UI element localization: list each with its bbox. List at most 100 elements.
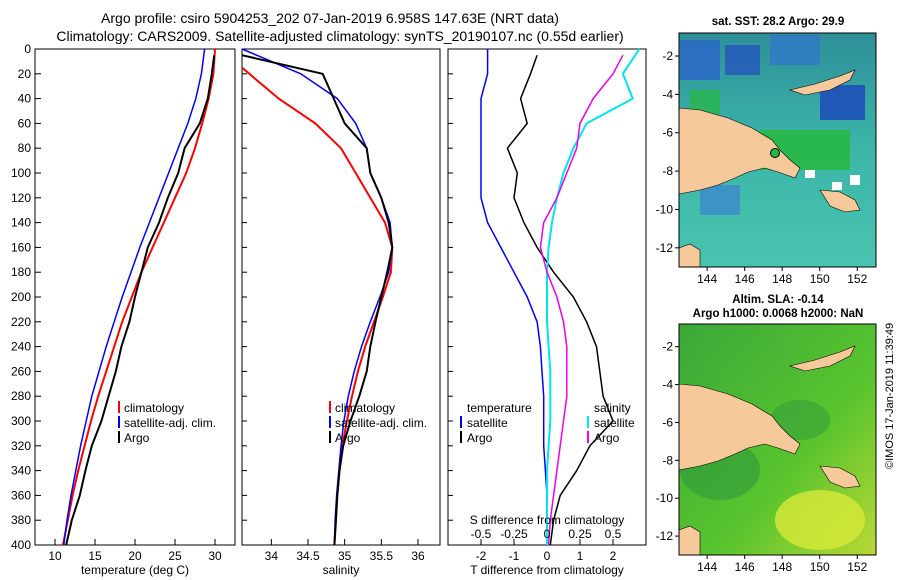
map-y-tick-label: -6 — [662, 126, 673, 140]
chart-title-line-1: Argo profile: csiro 5904253_202 07-Jan-2… — [101, 10, 559, 26]
x-tick-label: 2 — [610, 549, 617, 563]
series-satellite-line — [63, 48, 206, 546]
new-guinea-land — [678, 383, 801, 471]
depth-tick-label: 20 — [18, 67, 32, 81]
map-x-tick-label: 144 — [697, 560, 717, 574]
series-satellite-line — [241, 48, 394, 546]
map-y-tick-label: -12 — [656, 241, 674, 255]
map-axes: 144 146 148 150 152 -2 -4 -6 -8 -10 -12 144 146 148 15… — [656, 49, 868, 574]
depth-tick-label: 360 — [11, 488, 31, 502]
sst-patch — [725, 45, 760, 75]
legend-salinity-title: salinity — [594, 401, 631, 415]
depth-tick-label: 280 — [11, 389, 31, 403]
legend-argo: Argo — [124, 431, 150, 445]
map-y-tick-label: -10 — [656, 202, 674, 216]
s-diff-tick-label: -0.25 — [500, 527, 528, 541]
series-argo-line — [241, 54, 394, 546]
temperature-xlabel: temperature (deg C) — [81, 563, 189, 577]
legend-satellite: satellite-adj. clim. — [335, 416, 427, 430]
sla-map-subtitle: Argo h1000: 0.0068 h2000: NaN — [693, 308, 864, 320]
series-t-argo-line — [506, 54, 614, 546]
legend-temperature-title: temperature — [467, 401, 532, 415]
map-x-tick-label: 150 — [810, 560, 830, 574]
map-y-tick-label: -4 — [662, 87, 673, 101]
difference-legend: temperature satellite Argo salinity sate… — [460, 401, 635, 445]
new-britain-land — [788, 69, 856, 96]
chart-title-line-2: Climatology: CARS2009. Satellite-adjuste… — [56, 28, 623, 44]
series-s-argo-line — [539, 54, 624, 546]
x-tick-label: 15 — [88, 549, 102, 563]
x-tick-label: 36 — [411, 549, 425, 563]
salinity-plot-frame — [241, 48, 441, 546]
credit-text: ©IMOS 17-Jan-2019 11:39:49 — [884, 323, 896, 469]
depth-tick-label: 400 — [11, 538, 31, 552]
map-x-tick-label: 152 — [847, 560, 867, 574]
legend-argo: Argo — [335, 431, 361, 445]
s-diff-tick-label: 0 — [544, 527, 551, 541]
sla-low-area — [770, 400, 830, 440]
x-tick-label: 0 — [544, 549, 551, 563]
difference-top-xlabel: S difference from climatology — [470, 513, 625, 527]
legend-satellite: satellite-adj. clim. — [124, 416, 216, 430]
temperature-plot: 10 15 20 25 30 — [48, 48, 222, 563]
sst-map-frame — [678, 32, 877, 268]
sst-map-title: sat. SST: 28.2 Argo: 29.9 — [712, 16, 845, 28]
depth-tick-label: 220 — [11, 315, 31, 329]
island-land — [819, 465, 861, 489]
x-tick-label: 20 — [128, 549, 142, 563]
s-diff-tick-label: 0.25 — [568, 527, 592, 541]
sst-missing — [805, 170, 815, 178]
map-x-tick-label: 148 — [772, 560, 792, 574]
sla-map — [678, 323, 877, 556]
depth-tick-label: 160 — [11, 240, 31, 254]
x-tick-label: 10 — [48, 549, 62, 563]
map-x-tick-label: 150 — [810, 272, 830, 286]
argo-position-marker — [770, 148, 780, 158]
sst-patch — [770, 35, 820, 65]
x-tick-label: -1 — [509, 549, 520, 563]
sst-missing — [850, 175, 860, 185]
legend-s-satellite: satellite — [594, 416, 635, 430]
map-y-tick-label: -8 — [662, 164, 673, 178]
temperature-legend: climatology satellite-adj. clim. Argo — [118, 401, 216, 445]
x-tick-label: 34.5 — [296, 549, 320, 563]
salinity-plot: 34 34.5 35 35.5 36 — [241, 48, 425, 563]
map-y-tick-label: -12 — [656, 529, 674, 543]
legend-s-argo: Argo — [594, 431, 620, 445]
legend-climatology: climatology — [335, 401, 395, 415]
legend-climatology: climatology — [124, 401, 184, 415]
salinity-legend: climatology satellite-adj. clim. Argo — [329, 401, 427, 445]
map-y-tick-label: -6 — [662, 415, 673, 429]
map-x-tick-label: 152 — [847, 272, 867, 286]
depth-tick-label: 200 — [11, 290, 31, 304]
sst-patch — [680, 40, 720, 80]
x-tick-label: -2 — [476, 549, 487, 563]
depth-tick-label: 140 — [11, 216, 31, 230]
depth-tick-label: 0 — [24, 42, 31, 56]
depth-tick-label: 100 — [11, 166, 31, 180]
australia-land — [678, 525, 701, 556]
legend-t-satellite: satellite — [467, 416, 508, 430]
x-tick-label: 25 — [168, 549, 182, 563]
depth-tick-label: 120 — [11, 191, 31, 205]
map-x-tick-label: 148 — [772, 272, 792, 286]
island-land — [819, 189, 861, 213]
difference-xlabel: T difference from climatology — [470, 563, 624, 577]
series-climatology-line — [241, 66, 394, 546]
series-t-satellite-line — [480, 49, 548, 545]
map-y-tick-label: -2 — [662, 49, 673, 63]
series-climatology-line — [62, 48, 216, 546]
depth-axis: 0 20 40 60 80 100 120 140 160 180 200 220 240 260 280 3… — [11, 42, 453, 552]
map-x-tick-label: 146 — [735, 272, 755, 286]
series-s-satellite-line — [546, 48, 641, 545]
difference-plot: -2 -1 0 1 2 -0.5 -0.25 0 0.25 0.5 — [471, 48, 641, 563]
map-y-tick-label: -2 — [662, 340, 673, 354]
new-britain-land — [788, 345, 856, 372]
map-x-tick-label: 146 — [735, 560, 755, 574]
sst-missing — [832, 182, 842, 190]
x-tick-label: 30 — [208, 549, 222, 563]
depth-tick-label: 60 — [18, 116, 32, 130]
series-argo-line — [65, 55, 216, 546]
new-guinea-land — [678, 107, 801, 195]
sst-patch — [820, 85, 865, 120]
